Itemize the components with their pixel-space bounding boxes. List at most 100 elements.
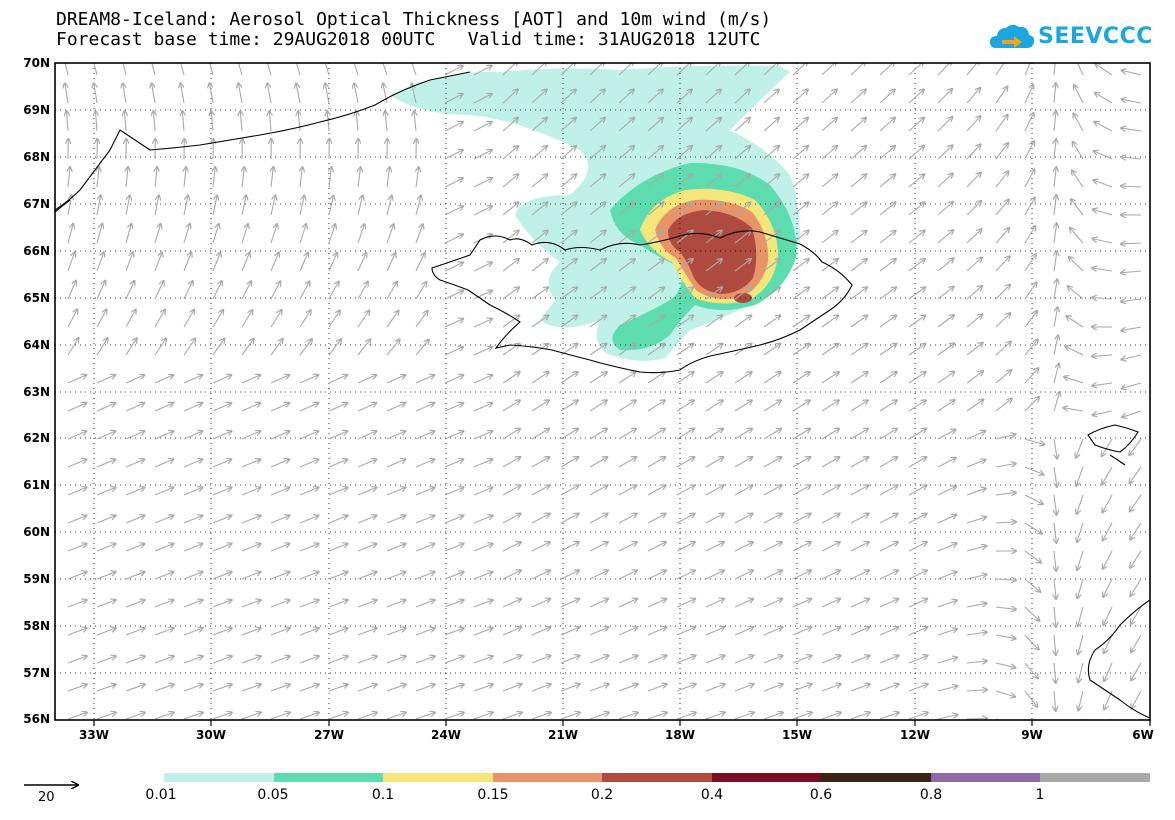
wind-arrow	[444, 262, 463, 272]
wind-arrow	[734, 400, 752, 412]
wind-arrow	[850, 542, 869, 552]
wind-arrow	[67, 712, 87, 720]
aot-contour-02-patch	[734, 293, 752, 303]
wind-arrow	[1074, 85, 1084, 104]
wind-arrow	[589, 627, 608, 636]
wind-arrow	[415, 684, 435, 692]
wind-arrow	[705, 287, 722, 300]
wind-arrow	[295, 63, 301, 76]
wind-arrow	[328, 600, 348, 608]
wind-arrow	[937, 174, 953, 188]
wind-arrow	[242, 167, 244, 188]
wind-arrow	[125, 572, 145, 580]
wind-arrow	[1053, 392, 1060, 412]
wind-arrow	[125, 431, 144, 440]
wind-arrow	[1054, 606, 1056, 627]
wind-arrow	[850, 372, 868, 384]
wind-arrow	[415, 253, 425, 272]
logo-text: SEEVCCC	[1038, 24, 1153, 49]
wind-arrow	[96, 375, 115, 384]
wind-arrow	[502, 485, 521, 496]
wind-arrow	[299, 375, 318, 384]
wind-arrow	[821, 146, 837, 160]
wind-arrow	[937, 686, 957, 692]
wind-arrow	[1054, 466, 1057, 487]
wind-arrow	[589, 656, 609, 664]
wind-arrow	[181, 83, 185, 104]
wind-arrow	[734, 372, 752, 384]
wind-arrow	[502, 400, 520, 412]
wind-arrow	[473, 262, 492, 272]
wind-arrow	[705, 656, 725, 664]
wind-arrow	[183, 516, 203, 524]
wind-arrow	[299, 403, 318, 412]
wind-arrow	[531, 90, 547, 104]
wind-arrow	[473, 375, 492, 384]
wind-arrow	[270, 572, 290, 580]
wind-arrow	[531, 259, 548, 272]
wind-arrow	[821, 344, 839, 356]
wind-arrow	[473, 459, 492, 468]
wind-arrow	[763, 712, 783, 720]
colorbar-segment	[274, 773, 383, 782]
wind-arrow	[908, 344, 926, 356]
wind-arrow	[734, 174, 750, 188]
wind-arrow	[647, 90, 663, 104]
wind-arrow	[299, 310, 311, 328]
wind-arrow	[154, 281, 164, 300]
wind-arrow	[618, 202, 635, 216]
wind-arrow	[183, 281, 193, 300]
wind-arrow	[212, 375, 231, 384]
wind-arrow	[64, 63, 69, 76]
lon-label: 27W	[314, 728, 344, 742]
wind-arrow	[734, 485, 753, 496]
wind-arrow	[502, 259, 519, 272]
wind-arrow	[676, 287, 693, 300]
wind-arrow	[386, 684, 406, 692]
wind-arrow	[180, 63, 185, 76]
wind-arrow	[589, 514, 608, 524]
wind-arrow	[299, 196, 304, 216]
wind-arrow	[647, 656, 667, 664]
wind-arrow	[589, 174, 605, 188]
wind-arrow	[560, 400, 578, 412]
wind-arrow	[966, 88, 980, 104]
wind-arrow	[792, 485, 811, 496]
wind-arrow	[329, 167, 331, 188]
wind-arrow	[152, 83, 156, 104]
wind-arrow	[1054, 690, 1056, 711]
wind-arrow	[589, 542, 608, 552]
wind-arrow	[415, 544, 435, 552]
wind-arrow	[618, 118, 634, 132]
wind-arrow	[357, 600, 377, 608]
colorbar-label: 0.01	[145, 787, 177, 803]
wind-arrow	[763, 202, 780, 216]
wind-arrow	[502, 146, 518, 160]
wind-arrow	[531, 429, 549, 440]
wind-arrow	[241, 195, 246, 216]
wind-arrow	[444, 431, 463, 440]
wind-arrow	[241, 310, 252, 328]
wind-arrow	[328, 684, 348, 692]
wind-arrow	[1054, 223, 1057, 244]
wind-arrow	[97, 167, 99, 188]
wind-arrow	[96, 487, 116, 496]
wind-arrow	[966, 690, 987, 691]
lat-label: 64N	[23, 338, 50, 352]
wind-arrow	[212, 684, 232, 692]
wind-arrow	[1092, 298, 1113, 300]
wind-arrow	[821, 372, 839, 384]
wind-arrow	[879, 570, 898, 580]
wind-arrow	[1024, 169, 1034, 188]
lat-label: 59N	[23, 572, 50, 586]
wind-arrow	[96, 431, 115, 440]
wind-arrow	[1093, 180, 1113, 188]
wind-arrow	[444, 122, 463, 132]
wind-arrow	[328, 282, 339, 300]
wind-arrow	[792, 372, 810, 384]
wind-arrow	[676, 174, 692, 188]
wind-arrow	[821, 202, 838, 216]
wind-arrow	[531, 570, 550, 580]
wind-arrow	[879, 146, 895, 160]
